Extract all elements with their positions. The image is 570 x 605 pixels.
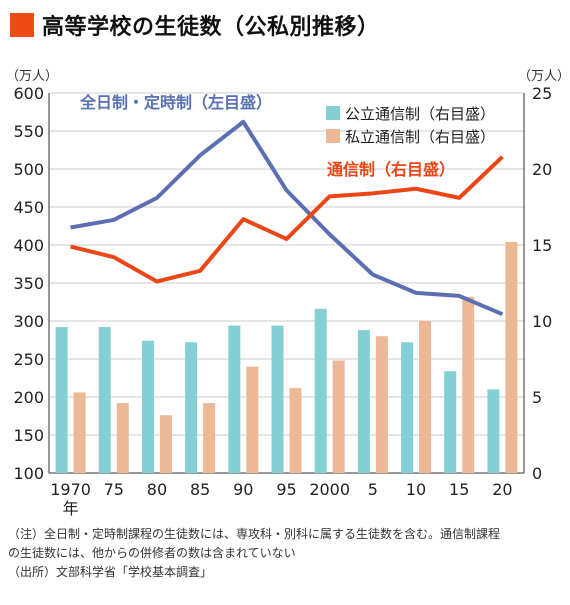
chart-title: 高等学校の生徒数（公私別推移）	[42, 15, 380, 40]
bar-private	[116, 403, 129, 473]
left-tick-label: 200	[13, 388, 44, 407]
right-tick-label: 10	[532, 312, 552, 331]
x-tick-label: 85	[190, 480, 210, 499]
legend-label-private: 私立通信制（右目盛）	[345, 128, 495, 146]
x-tick-label: 5	[368, 480, 378, 499]
note-line-3: （出所）文部科学省「学校基本調査」	[8, 565, 213, 579]
left-tick-label: 350	[13, 274, 44, 293]
bar-public	[185, 342, 198, 473]
left-tick-label: 300	[13, 312, 44, 331]
x-tick-label: 年	[63, 499, 79, 518]
bar-private	[419, 321, 432, 473]
bar-public	[357, 330, 370, 473]
note-line-2: の生徒数には、他からの併修者の数は含まれていない	[8, 546, 296, 560]
bar-private	[159, 415, 172, 473]
bar-private	[203, 403, 216, 473]
line-fulltime	[70, 119, 504, 317]
title-marker	[10, 13, 34, 37]
bar-public	[98, 327, 111, 473]
x-tick-label: 2000	[309, 480, 350, 499]
x-tick-label: 20	[492, 480, 512, 499]
right-tick-label: 5	[532, 388, 542, 407]
series-label-fulltime: 全日制・定時制（左目盛）	[79, 93, 272, 112]
left-axis-unit: （万人）	[6, 69, 59, 84]
left-tick-label: 150	[13, 426, 44, 445]
legend-swatch-public	[326, 106, 340, 120]
right-tick-label: 0	[532, 464, 542, 483]
chart-notes: （注）全日制・定時制課程の生徒数には、専攻科・別科に属する生徒数を含む。通信制課…	[8, 525, 564, 582]
right-axis-unit: （万人）	[518, 69, 570, 84]
bar-public	[55, 327, 68, 473]
bar-private	[289, 387, 302, 473]
x-tick-label: 10	[406, 480, 426, 499]
left-tick-label: 500	[13, 160, 44, 179]
bar-public	[228, 325, 241, 473]
series-label-correspondence: 通信制（右目盛）	[327, 160, 455, 179]
x-tick-label: 80	[147, 480, 167, 499]
right-tick-label: 15	[532, 236, 552, 255]
chart-title-bar: 高等学校の生徒数（公私別推移）	[10, 10, 380, 40]
bar-public	[314, 308, 327, 473]
bar-public	[141, 340, 154, 473]
right-tick-label: 20	[532, 160, 552, 179]
bar-private	[246, 366, 259, 473]
bar-public	[401, 342, 414, 473]
bar-private	[505, 241, 518, 473]
right-tick-label: 25	[532, 84, 552, 103]
left-tick-label: 450	[13, 198, 44, 217]
x-tick-label: 90	[233, 480, 253, 499]
x-tick-label: 95	[276, 480, 296, 499]
left-tick-label: 600	[13, 84, 44, 103]
left-tick-label: 400	[13, 236, 44, 255]
legend-swatch-private	[326, 129, 340, 143]
bar-private	[73, 392, 86, 473]
left-tick-label: 250	[13, 350, 44, 369]
x-tick-label: 1970	[50, 480, 91, 499]
bar-public	[271, 325, 284, 473]
bar-private	[332, 360, 345, 473]
bar-private	[375, 336, 388, 473]
legend-label-public: 公立通信制（右目盛）	[345, 105, 495, 123]
bar-public	[444, 371, 457, 473]
bar-public	[487, 389, 500, 473]
chart-plot: 100 150 200 250 300 350 400 450 500 550 600 0 5 10 15 2…	[13, 84, 552, 518]
note-line-1: （注）全日制・定時制課程の生徒数には、専攻科・別科に属する生徒数を含む。通信制課…	[8, 527, 501, 541]
left-tick-label: 100	[13, 464, 44, 483]
x-tick-label: 15	[449, 480, 469, 499]
left-tick-label: 550	[13, 122, 44, 141]
line-correspondence	[70, 155, 504, 284]
x-tick-label: 75	[104, 480, 124, 499]
bar-private	[462, 296, 475, 473]
